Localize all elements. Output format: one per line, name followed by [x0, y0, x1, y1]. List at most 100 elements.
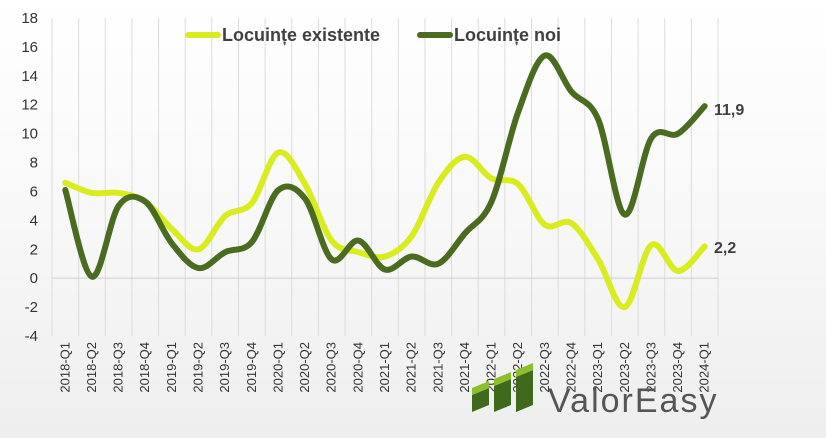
data-point [383, 255, 387, 258]
data-point [703, 104, 707, 108]
data-point [63, 181, 67, 185]
data-point [170, 227, 174, 231]
logo-text: ValorEasy [548, 382, 718, 420]
x-tick-label: 2021-Q2 [404, 342, 419, 393]
data-point [330, 257, 334, 261]
x-tick-label: 2018-Q3 [111, 342, 126, 393]
data-point [436, 262, 440, 266]
legend: Locuințe existente Locuințe noi [185, 25, 561, 45]
data-point [117, 191, 121, 195]
data-point [649, 136, 653, 140]
y-tick-label: 18 [21, 10, 38, 27]
data-point [569, 90, 573, 94]
x-tick-label: 2021-Q4 [457, 342, 472, 393]
data-point [356, 250, 360, 254]
data-point [303, 197, 307, 201]
x-tick-label: 2019-Q2 [191, 342, 206, 393]
data-point [223, 214, 227, 218]
valoreasy-logo: ValorEasy [472, 363, 718, 420]
y-tick-label: 10 [21, 126, 38, 143]
legend-label-noi: Locuințe noi [454, 25, 561, 45]
x-tick-label: 2019-Q3 [217, 342, 232, 393]
logo-mark-icon [472, 363, 533, 412]
x-tick-label: 2020-Q1 [270, 342, 285, 393]
data-point [303, 182, 307, 186]
series-lines [62, 52, 708, 311]
data-point [90, 191, 94, 195]
data-point [569, 221, 573, 225]
x-tick-label: 2019-Q1 [164, 342, 179, 393]
data-point [676, 269, 680, 273]
data-point [90, 275, 94, 279]
end-label-existente: 2,2 [714, 240, 736, 257]
data-point [410, 234, 414, 238]
y-tick-label: 8 [30, 155, 38, 172]
end-label-noi: 11,9 [714, 102, 744, 119]
x-tick-label: 2024-Q1 [697, 342, 712, 393]
y-tick-label: 4 [30, 212, 38, 229]
data-point [516, 110, 520, 114]
data-point [596, 117, 600, 121]
data-point [543, 54, 547, 58]
data-point [223, 250, 227, 254]
x-tick-label: 2020-Q4 [350, 342, 365, 393]
x-tick-label: 2018-Q2 [84, 342, 99, 393]
data-point [543, 223, 547, 227]
data-point [197, 247, 201, 251]
data-point [63, 188, 67, 192]
data-point [276, 150, 280, 154]
x-tick-label: 2018-Q4 [137, 342, 152, 393]
y-tick-label: 2 [30, 241, 38, 258]
data-point [170, 241, 174, 245]
y-tick-label: -4 [25, 328, 38, 345]
data-point [703, 244, 707, 248]
data-point [197, 266, 201, 270]
data-point [596, 257, 600, 261]
x-tick-label: 2020-Q3 [324, 342, 339, 393]
data-point [623, 213, 627, 217]
x-tick-label: 2023-Q3 [643, 342, 658, 393]
x-tick-label: 2022-Q4 [563, 342, 578, 393]
data-point [330, 239, 334, 243]
data-point [117, 204, 121, 208]
data-point [516, 182, 520, 186]
data-point [676, 132, 680, 136]
y-tick-label: 0 [30, 270, 38, 287]
x-tick-label: 2019-Q4 [244, 342, 259, 393]
x-tick-label: 2023-Q2 [617, 342, 632, 393]
data-point [490, 200, 494, 204]
y-axis: -4 -2 0 2 4 6 8 10 12 14 16 18 [21, 10, 38, 345]
y-tick-label: 6 [30, 183, 38, 200]
data-point [623, 305, 627, 309]
x-tick-label: 2023-Q1 [590, 342, 605, 393]
y-tick-label: 14 [21, 68, 38, 85]
data-point [143, 200, 147, 204]
data-point [276, 188, 280, 192]
data-point [436, 181, 440, 185]
x-tick-label: 2021-Q1 [377, 342, 392, 393]
data-point [490, 176, 494, 180]
data-point [463, 231, 467, 235]
x-tick-label: 2018-Q1 [57, 342, 72, 393]
x-tick-label: 2021-Q3 [430, 342, 445, 393]
data-point [410, 255, 414, 258]
y-tick-label: 16 [21, 39, 38, 56]
data-point [463, 155, 467, 159]
data-point [250, 201, 254, 205]
data-point [356, 239, 360, 243]
x-axis: 2018-Q1 2018-Q2 2018-Q3 2018-Q4 2019-Q1 2019-… [57, 342, 711, 393]
legend-label-existente: Locuințe existente [222, 25, 380, 45]
x-tick-label: 2022-Q3 [537, 342, 552, 393]
y-tick-label: 12 [21, 97, 38, 114]
x-tick-label: 2023-Q4 [670, 342, 685, 393]
data-point [250, 240, 254, 244]
data-point [649, 243, 653, 247]
series-line-noi [62, 52, 708, 280]
logo-text-easy: Easy [635, 382, 719, 420]
grid [51, 18, 719, 336]
y-tick-label: -2 [25, 299, 38, 316]
x-tick-label: 2020-Q2 [297, 342, 312, 393]
data-point [383, 268, 387, 272]
